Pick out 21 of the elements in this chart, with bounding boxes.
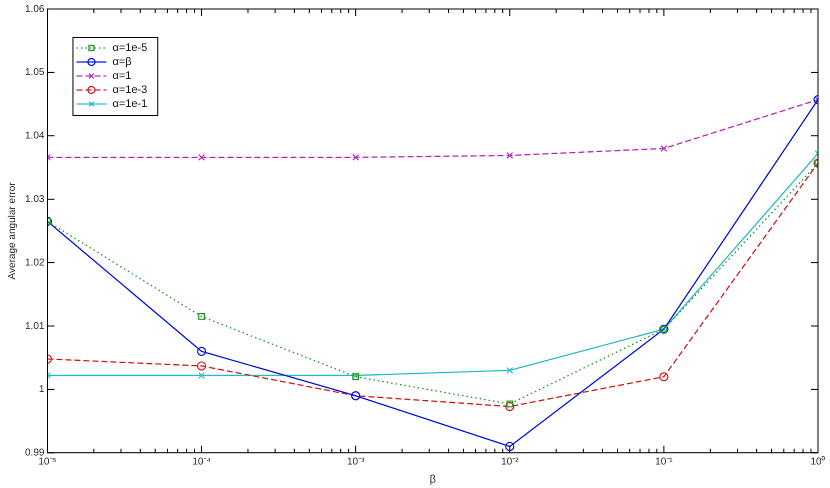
y-tick-label: 1.05 [24,67,45,78]
y-tick-label: 1.01 [24,320,45,332]
y-tick-label: 1.06 [24,4,45,15]
y-axis-title: Average angular error [6,182,18,280]
y-tick-label: 1.02 [24,257,45,268]
legend-label: α=β [112,56,132,68]
x-tick-label: 10⁻³ [346,456,366,468]
y-tick-label: 1 [38,384,45,396]
x-tick-label: 10⁻¹ [655,456,674,468]
x-tick-label: 10⁰ [810,456,826,468]
legend-label: α=1e-3 [112,84,148,96]
y-tick-label: 1.03 [24,194,45,205]
legend-label: α=1e-5 [112,42,148,54]
x-tick-label: 10⁻⁵ [38,456,57,468]
legend-label: α=1 [112,70,132,82]
y-tick-label: 1.04 [24,130,45,142]
x-axis-title: β [430,473,436,486]
x-tick-label: 10⁻⁴ [192,456,211,468]
y-tick-label: 0.99 [24,448,45,459]
x-tick-label: 10⁻² [501,456,520,468]
legend-label: α=1e-1 [112,98,148,110]
